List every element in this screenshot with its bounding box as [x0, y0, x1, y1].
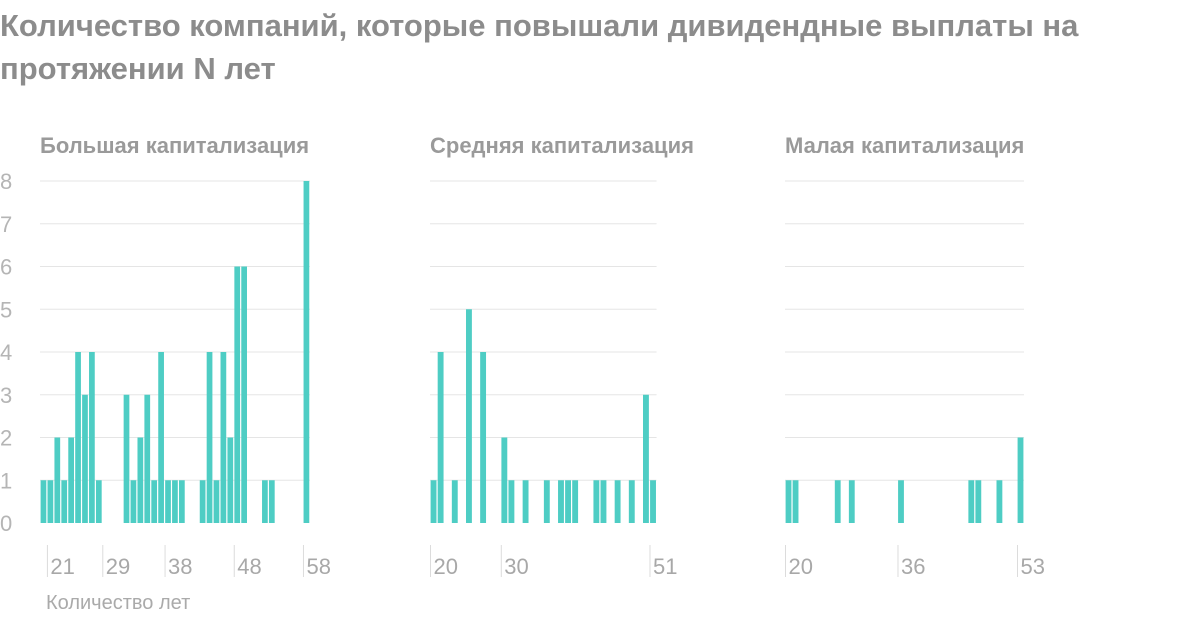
y-tick-label: 5	[0, 297, 12, 322]
bar	[61, 480, 68, 523]
bar	[614, 480, 621, 523]
x-axis-label: Количество лет	[46, 592, 190, 614]
bar	[522, 480, 529, 523]
bar	[593, 480, 600, 523]
bar	[199, 480, 206, 523]
x-tick-label: 30	[504, 554, 528, 579]
x-tick-label: 58	[306, 554, 330, 579]
bar	[508, 480, 515, 523]
x-tick-label: 38	[168, 554, 192, 579]
bar	[792, 480, 799, 523]
chart-title: Количество компаний, которые повышали ди…	[0, 8, 1079, 86]
bar	[241, 266, 247, 523]
bar	[975, 480, 982, 523]
bar	[130, 480, 137, 523]
bar	[501, 437, 508, 523]
bar	[898, 480, 904, 523]
y-tick-label: 1	[0, 468, 12, 493]
x-tick-label: 51	[653, 554, 677, 579]
x-tick-label: 21	[50, 554, 74, 579]
bar	[848, 480, 855, 523]
x-tick-label: 48	[237, 554, 261, 579]
bar	[40, 480, 47, 523]
bar	[268, 480, 275, 523]
bar	[543, 480, 550, 523]
bar	[558, 480, 564, 523]
bar	[54, 437, 61, 523]
bar	[303, 181, 310, 523]
y-tick-label: 8	[0, 169, 12, 194]
bar	[572, 480, 579, 523]
bar	[565, 480, 571, 523]
panel-title: Большая капитализация	[40, 133, 309, 158]
y-tick-label: 4	[0, 340, 12, 365]
bar	[785, 480, 792, 523]
bar	[172, 480, 178, 523]
bar	[643, 394, 649, 523]
bar	[68, 437, 74, 523]
bar	[137, 437, 144, 523]
bar	[466, 309, 472, 523]
bar	[82, 394, 88, 523]
bar	[430, 480, 437, 523]
x-tick-label: 29	[106, 554, 130, 579]
y-tick-label: 2	[0, 426, 12, 451]
bar	[213, 480, 220, 523]
bar	[480, 352, 487, 523]
x-tick-label: 53	[1020, 554, 1044, 579]
bar	[89, 352, 95, 523]
bar	[47, 480, 54, 523]
bar	[437, 352, 444, 523]
x-tick-label: 36	[901, 554, 925, 579]
bar	[144, 394, 151, 523]
panel-title: Средняя капитализация	[430, 133, 694, 158]
bar	[628, 480, 635, 523]
bar	[227, 437, 234, 523]
bar	[262, 480, 268, 523]
bar	[650, 480, 656, 523]
y-tick-label: 6	[0, 255, 12, 280]
bar	[206, 352, 213, 523]
bar	[95, 480, 102, 523]
bar	[234, 266, 241, 523]
bar	[996, 480, 1003, 523]
bar	[179, 480, 185, 523]
bar	[968, 480, 975, 523]
bar	[158, 352, 164, 523]
y-tick-label: 3	[0, 383, 12, 408]
x-tick-label: 20	[789, 554, 813, 579]
bar	[220, 352, 227, 523]
bar	[600, 480, 607, 523]
panel-title: Малая капитализация	[785, 133, 1024, 158]
y-tick-label: 7	[0, 212, 12, 237]
y-tick-label: 0	[0, 511, 12, 536]
bar	[834, 480, 841, 523]
x-tick-label: 20	[434, 554, 458, 579]
bar	[123, 394, 130, 523]
bar	[151, 480, 158, 523]
bar	[451, 480, 458, 523]
bar	[75, 352, 81, 523]
bar	[1017, 437, 1024, 523]
bar	[165, 480, 171, 523]
